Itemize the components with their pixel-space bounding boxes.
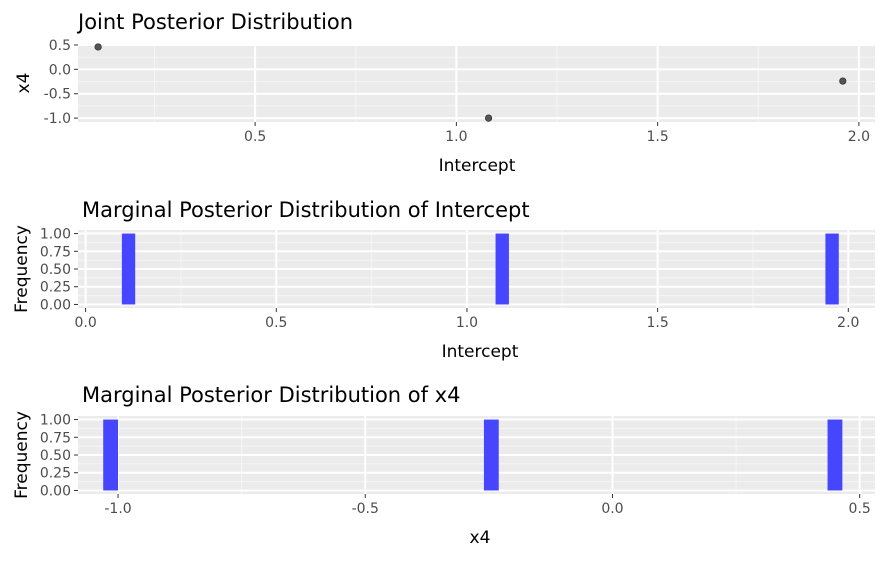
intercept-marginal-y-tick-label: 0.75 <box>40 244 71 260</box>
joint-posterior-point <box>94 43 102 51</box>
intercept-marginal-y-tick-label: 0.50 <box>40 262 71 278</box>
x4-marginal-title: Marginal Posterior Distribution of x4 <box>82 383 460 407</box>
intercept-marginal-y-tick-label: 0.00 <box>40 297 71 313</box>
intercept-marginal-y-axis-title: Frequency <box>12 225 32 313</box>
x4-marginal-x-tick-label: 0.5 <box>849 501 871 517</box>
intercept-marginal-x-tick-label: 0.5 <box>265 315 287 331</box>
x4-marginal-y-tick-label: 0.25 <box>40 466 71 482</box>
intercept-marginal-bar <box>121 233 136 305</box>
x4-marginal-bar <box>103 419 119 491</box>
intercept-marginal-x-axis-title: Intercept <box>442 342 519 362</box>
intercept-marginal-x-tick-label: 1.0 <box>456 315 478 331</box>
intercept-marginal-title: Marginal Posterior Distribution of Inter… <box>82 198 530 222</box>
joint-posterior-y-tick-label: 0.0 <box>49 62 71 78</box>
intercept-marginal-y-tick-label: 0.25 <box>40 280 71 296</box>
joint-posterior-x-tick-label: 1.0 <box>445 129 467 145</box>
x4-marginal-x-tick-label: -1.0 <box>104 501 131 517</box>
intercept-marginal-x-tick-label: 1.5 <box>647 315 669 331</box>
joint-posterior-title: Joint Posterior Distribution <box>76 10 353 34</box>
joint-posterior-y-tick-label: -1.0 <box>44 111 71 127</box>
joint-posterior-x-tick-label: 2.0 <box>848 129 870 145</box>
intercept-marginal-x-tick-label: 0.0 <box>74 315 96 331</box>
x4-marginal-plot: Marginal Posterior Distribution of x4 -1… <box>12 383 875 548</box>
x4-marginal-y-tick-label: 0.00 <box>40 483 71 499</box>
x4-marginal-bar <box>827 419 843 491</box>
x4-marginal-y-tick-label: 0.50 <box>40 448 71 464</box>
joint-posterior-y-tick-label: 0.5 <box>49 38 71 54</box>
x4-marginal-bar <box>483 419 499 491</box>
joint-posterior-point <box>484 114 493 122</box>
x4-marginal-x-axis-title: x4 <box>470 528 491 548</box>
joint-posterior-x-axis-title: Intercept <box>439 156 516 176</box>
joint-posterior-y-tick-label: -0.5 <box>44 87 71 103</box>
intercept-marginal-x-tick-label: 2.0 <box>837 315 859 331</box>
x4-marginal-y-tick-label: 1.00 <box>40 413 71 429</box>
joint-posterior-x-tick-label: 1.5 <box>647 129 669 145</box>
x4-marginal-x-tick-label: -0.5 <box>352 501 379 517</box>
x4-marginal-x-tick-label: 0.0 <box>601 501 623 517</box>
joint-posterior-plot: Joint Posterior Distribution 0.5 1.0 1.5 2.… <box>14 10 875 176</box>
x4-marginal-y-axis-title: Frequency <box>12 411 32 499</box>
joint-posterior-point <box>839 77 847 85</box>
joint-posterior-panel <box>78 44 875 122</box>
intercept-marginal-bar <box>825 233 839 305</box>
intercept-marginal-bar <box>495 233 509 305</box>
joint-posterior-y-axis-title: x4 <box>14 73 34 94</box>
x4-marginal-y-tick-label: 0.75 <box>40 430 71 446</box>
joint-posterior-x-tick-label: 0.5 <box>244 129 266 145</box>
intercept-marginal-plot: Marginal Posterior Distribution of Inter… <box>12 198 875 362</box>
intercept-marginal-y-tick-label: 1.00 <box>40 227 71 243</box>
